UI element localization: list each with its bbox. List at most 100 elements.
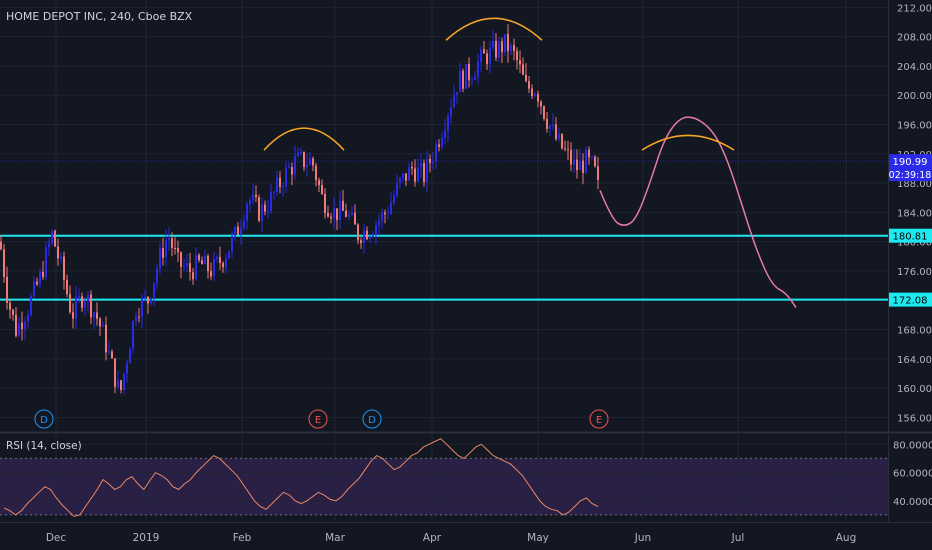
candle-body [264,204,266,212]
candle-body [573,159,575,165]
candle-body [327,213,329,217]
candle-body [96,312,98,319]
candle-body [102,324,104,327]
dividend-event-marker[interactable] [362,409,382,429]
candle-body [243,220,245,228]
candle-body [225,258,227,268]
candle-body [54,230,56,247]
candle-body [72,312,74,319]
candle-body [399,177,401,183]
rsi-title: RSI (14, close) [6,440,82,452]
earnings-event-label: E [315,415,321,426]
y-tick-label: 196.00 [897,120,932,131]
candle-body [297,152,299,157]
candle-body [48,242,50,248]
candle-body [108,351,110,353]
candle-body [381,212,383,221]
candle-body [135,316,137,322]
rsi-y-tick-label: 60.0000 [893,469,932,480]
candle-body [492,40,494,48]
candle-body [0,241,2,250]
candle-body [324,193,326,214]
candle-body [51,230,53,243]
candle-body [276,177,278,193]
candle-body [465,63,467,89]
candle-body [252,194,254,201]
candle-body [456,92,458,95]
candle-body [420,162,422,168]
candle-body [516,50,518,61]
candle-body [519,60,521,65]
candle-body [438,144,440,147]
y-tick-label: 184.00 [897,208,932,219]
candle-body [279,177,281,187]
rsi-line [3,438,599,517]
candle-body [435,144,437,162]
pattern-arc [263,127,345,151]
candle-body [90,294,92,318]
candle-body [591,156,593,158]
candle-body [111,351,113,359]
candle-body [555,124,557,140]
candle-body [471,79,473,81]
candle-body [174,247,176,249]
x-tick-label: Aug [836,532,857,544]
candle-body [369,236,371,240]
candle-body [258,197,260,221]
y-tick-label: 204.00 [897,62,932,73]
candle-body [30,296,32,315]
candle-body [330,216,332,219]
candle-body [432,161,434,164]
candle-body [306,164,308,168]
candle-body [390,202,392,214]
candle-body [504,33,506,53]
y-tick-label: 168.00 [897,325,932,336]
candle-body [183,265,185,267]
candle-body [387,213,389,215]
candle-body [447,115,449,131]
candle-body [300,151,302,153]
candle-body [147,296,149,304]
candle-body [429,158,431,164]
candle-body [576,159,578,171]
candle-body [351,212,353,215]
candle-body [18,322,20,336]
candle-body [273,192,275,194]
candle-body [138,316,140,318]
candle-body [156,268,158,283]
candle-body [150,298,152,304]
candle-body [375,224,377,236]
x-tick-label: Apr [423,532,442,544]
candle-body [354,212,356,225]
candle-body [534,93,536,97]
candle-body [282,186,284,188]
candle-body [39,271,41,285]
earnings-event-marker[interactable] [308,409,328,429]
dividend-event-marker[interactable] [34,409,54,429]
candle-body [186,263,188,266]
candle-body [129,348,131,364]
candle-body [198,255,200,261]
candle-body [3,249,5,277]
candle-body [63,256,65,280]
candle-body [60,256,62,259]
candle-body [468,63,470,81]
candle-body [117,380,119,387]
y-tick-label: 208.00 [897,33,932,44]
candle-body [237,226,239,235]
candle-body [285,167,287,187]
candle-body [33,281,35,297]
support-price-label: 180.81 [893,232,928,243]
candle-body [444,130,446,138]
earnings-event-marker[interactable] [589,409,609,429]
candle-body [543,106,545,119]
candle-body [507,33,509,52]
candle-body [333,208,335,219]
y-tick-label: 176.00 [897,267,932,278]
candle-body [339,200,341,221]
candle-body [219,257,221,264]
candle-body [453,94,455,108]
candle-body [426,158,428,183]
countdown-label: 02:39:18 [889,170,932,181]
candle-body [189,263,191,273]
